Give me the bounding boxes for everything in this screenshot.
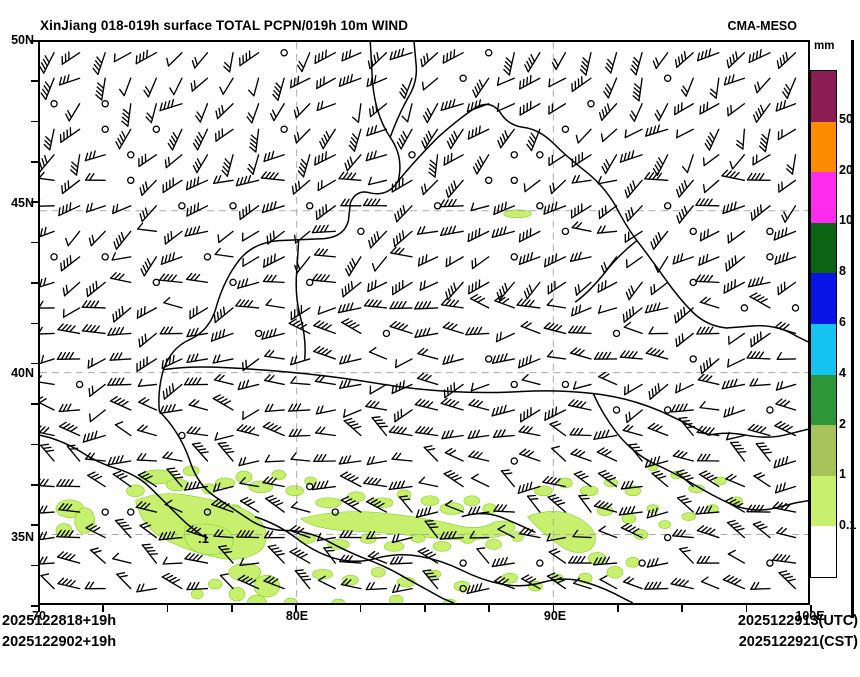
x-axis-tick — [552, 605, 555, 612]
axis-label-y-2: 40N — [11, 366, 34, 380]
colorbar-band-2 — [811, 172, 836, 223]
y-axis-tick — [31, 241, 38, 244]
colorbar-tick-10: 10 — [839, 213, 853, 228]
colorbar-tick-0.1: 0.1 — [839, 518, 857, 533]
colorbar-unit-label: mm — [814, 40, 835, 52]
colorbar-tick-50: 50 — [839, 111, 853, 126]
x-axis-tick — [424, 605, 426, 612]
figure-right-border — [851, 40, 854, 618]
footer-init-time-cst: 2025122902+19h — [2, 634, 117, 650]
wind-barbs-layer — [40, 47, 800, 595]
y-axis-tick — [31, 605, 38, 607]
colorbar-band-3 — [811, 222, 836, 274]
colorbar-band-4 — [811, 273, 836, 324]
x-axis-tick — [166, 605, 169, 612]
footer-valid-time-utc: 2025122913(UTC) — [737, 613, 858, 629]
precipitation-shading — [55, 209, 743, 603]
colorbar-band-7 — [811, 425, 836, 476]
x-axis-tick — [295, 605, 297, 612]
page-title: XinJiang 018-019h surface TOTAL PCPN/019… — [40, 18, 409, 33]
y-axis-tick — [31, 564, 38, 567]
x-axis-tick — [488, 605, 490, 612]
colorbar-tick-6: 6 — [839, 315, 846, 329]
map-canvas — [40, 42, 808, 603]
x-axis-tick — [102, 605, 104, 612]
x-axis-tick — [231, 605, 233, 612]
colorbar-band-1 — [811, 121, 836, 173]
x-axis-tick — [681, 605, 683, 612]
y-axis-tick — [31, 80, 38, 82]
colorbar-band-9 — [811, 526, 836, 577]
axis-label-x-2: 90E — [543, 609, 567, 623]
footer-init-time-utc: 2025122818+19h — [2, 613, 117, 629]
y-axis-tick — [31, 120, 38, 123]
y-axis-tick — [31, 403, 38, 405]
footer-valid-time-cst: 2025122921(CST) — [738, 634, 858, 650]
y-axis-tick — [31, 362, 38, 365]
y-axis-tick — [31, 483, 38, 486]
map-plot-area[interactable]: .1 — [38, 40, 810, 605]
axis-label-y-3: 35N — [11, 530, 34, 544]
y-axis-tick — [31, 201, 38, 204]
axis-label-x-0: 70 — [32, 609, 46, 623]
y-axis-tick — [31, 282, 38, 284]
map-boundaries — [40, 42, 808, 603]
y-axis-tick — [31, 40, 38, 42]
x-axis-tick — [617, 605, 619, 612]
colorbar-band-5 — [811, 323, 836, 375]
x-axis-tick — [38, 605, 40, 612]
precip-value-label: .1 — [198, 531, 209, 546]
colorbar-tick-2: 2 — [839, 416, 846, 431]
x-axis-tick — [810, 605, 812, 612]
x-axis-tick — [745, 605, 748, 612]
colorbar-band-6 — [811, 374, 836, 426]
colorbar-band-8 — [811, 475, 836, 527]
colorbar-tick-8: 8 — [839, 264, 846, 279]
axis-label-y-1: 45N — [11, 196, 34, 210]
y-axis-tick — [31, 322, 38, 325]
colorbar-tick-20: 20 — [839, 162, 853, 177]
axis-label-x-3: 100E — [795, 609, 825, 623]
axis-label-y-0: 50N — [11, 33, 34, 47]
y-axis-tick — [31, 524, 38, 526]
y-axis-tick — [31, 161, 38, 163]
colorbar-tick-1: 1 — [839, 467, 846, 482]
colorbar-tick-4: 4 — [839, 365, 846, 380]
colorbar-band-0 — [811, 71, 836, 122]
x-axis-tick — [359, 605, 362, 612]
y-axis-tick — [31, 443, 38, 446]
axis-label-x-1: 80E — [285, 609, 309, 623]
colorbar[interactable] — [810, 70, 837, 578]
model-tag: CMA-MESO — [727, 19, 797, 33]
